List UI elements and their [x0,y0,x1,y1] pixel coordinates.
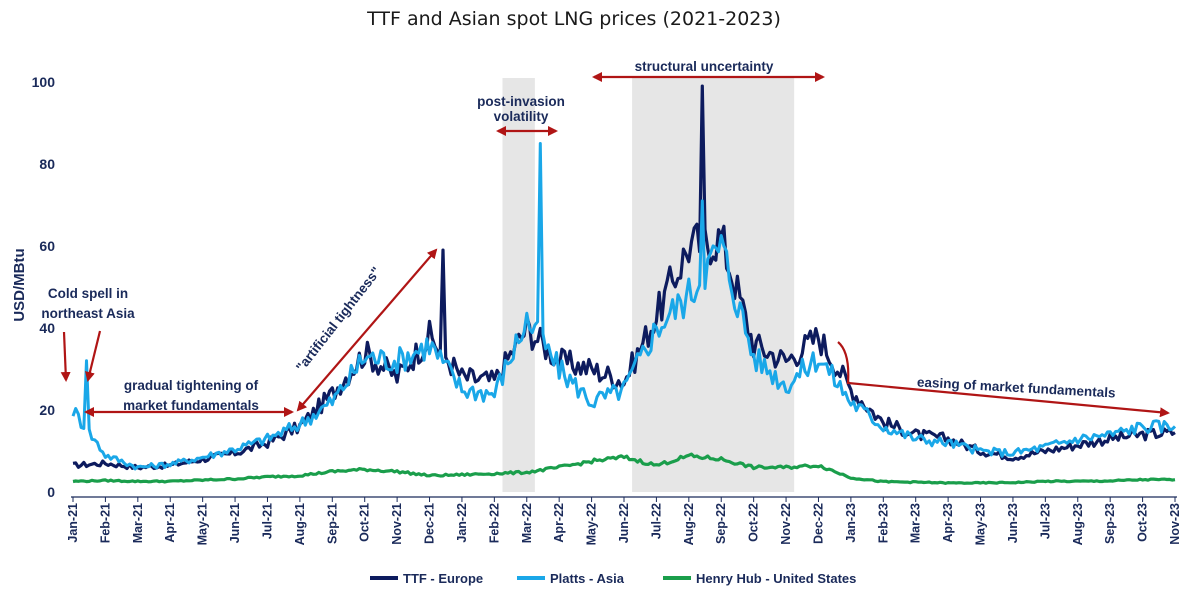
x-tick-label: Jan-22 [455,503,469,543]
x-tick-label: Feb-23 [876,503,890,543]
series-line-henry-hub-united-states [72,452,1176,485]
arrow-artificial-tightness [296,248,438,412]
x-tick-label: Apr-23 [941,503,955,543]
x-tick-label: Jul-22 [649,503,663,539]
x-tick-label: Dec-22 [811,503,825,544]
y-tick-label: 60 [39,238,55,254]
x-tick-label: Dec-21 [423,503,437,544]
x-tick-label: Nov-22 [779,503,793,545]
legend-label-platts: Platts - Asia [550,571,625,586]
x-tick-label: Mar-22 [520,503,534,543]
x-tick-label: Oct-21 [358,503,372,542]
x-tick-label: Apr-21 [163,503,177,543]
x-tick-label: Aug-22 [682,503,696,545]
x-tick-label: May-22 [585,503,599,545]
shaded-period-0 [502,78,535,492]
x-tick-label: Jan-23 [844,503,858,543]
y-tick-label: 40 [39,320,55,336]
x-tick-label: May-21 [196,503,210,545]
y-axis-label: USD/MBtu [11,248,28,321]
annotations: Cold spell in northeast Asia gradual tig… [41,59,1116,413]
x-axis: Jan-21 Feb-21 Mar-21 Apr-21 May-21 Jun-21 Jul-… [66,496,1182,545]
arrow-easing [837,341,1170,418]
x-tick-label: Apr-22 [552,503,566,543]
series-line-platts-asia [71,142,1177,471]
x-tick-label: Aug-23 [1071,503,1085,545]
annotation-cold-spell-line2: northeast Asia [41,306,135,321]
annotation-arrows [60,72,1170,418]
series-lines [71,84,1177,485]
x-tick-label: Feb-21 [98,503,112,543]
x-tick-label: Nov-23 [1168,503,1182,545]
shaded-periods [502,78,795,492]
x-tick-label: Jan-21 [66,503,80,543]
x-tick-label: Oct-22 [747,503,761,542]
x-tick-label: Aug-21 [293,503,307,545]
x-tick-label: Nov-21 [390,503,404,545]
shaded-period-1 [632,78,795,492]
annotation-structural-uncertainty: structural uncertainty [635,59,774,74]
arrow-cold-spell-right [85,330,102,382]
x-tick-label: Jun-21 [228,503,242,543]
annotation-post-invasion-line2: volatility [494,109,549,124]
x-tick-label: May-23 [974,503,988,545]
annotation-cold-spell-line1: Cold spell in [48,286,128,301]
x-tick-label: Oct-23 [1136,503,1150,542]
legend-label-henry-hub: Henry Hub - United States [696,571,856,586]
annotation-gradual-line2: market fundamentals [123,398,259,413]
legend-label-ttf: TTF - Europe [403,571,483,586]
x-tick-label: Sep-22 [714,503,728,544]
annotation-gradual-line1: gradual tightening of [124,378,259,393]
legend: TTF - Europe Platts - Asia Henry Hub - U… [370,571,856,586]
x-tick-label: Mar-23 [909,503,923,543]
x-tick-label: Jun-23 [1006,503,1020,543]
annotation-easing: easing of market fundamentals [917,374,1116,400]
x-tick-label: Mar-21 [131,503,145,543]
x-tick-label: Jul-23 [1038,503,1052,539]
x-tick-label: Sep-23 [1103,503,1117,544]
x-tick-label: Jul-21 [260,503,274,539]
x-tick-label: Jun-22 [617,503,631,543]
annotation-post-invasion-line1: post-invasion [477,94,565,109]
arrow-cold-spell-left [60,331,71,382]
y-tick-label: 0 [47,484,55,500]
y-axis-ticks: 0 20 40 60 80 100 [32,74,56,500]
chart-title: TTF and Asian spot LNG prices (2021-2023… [366,8,781,30]
y-tick-label: 20 [39,402,55,418]
y-tick-label: 100 [32,74,56,90]
y-tick-label: 80 [39,156,55,172]
x-tick-label: Sep-21 [325,503,339,544]
x-tick-label: Feb-22 [487,503,501,543]
